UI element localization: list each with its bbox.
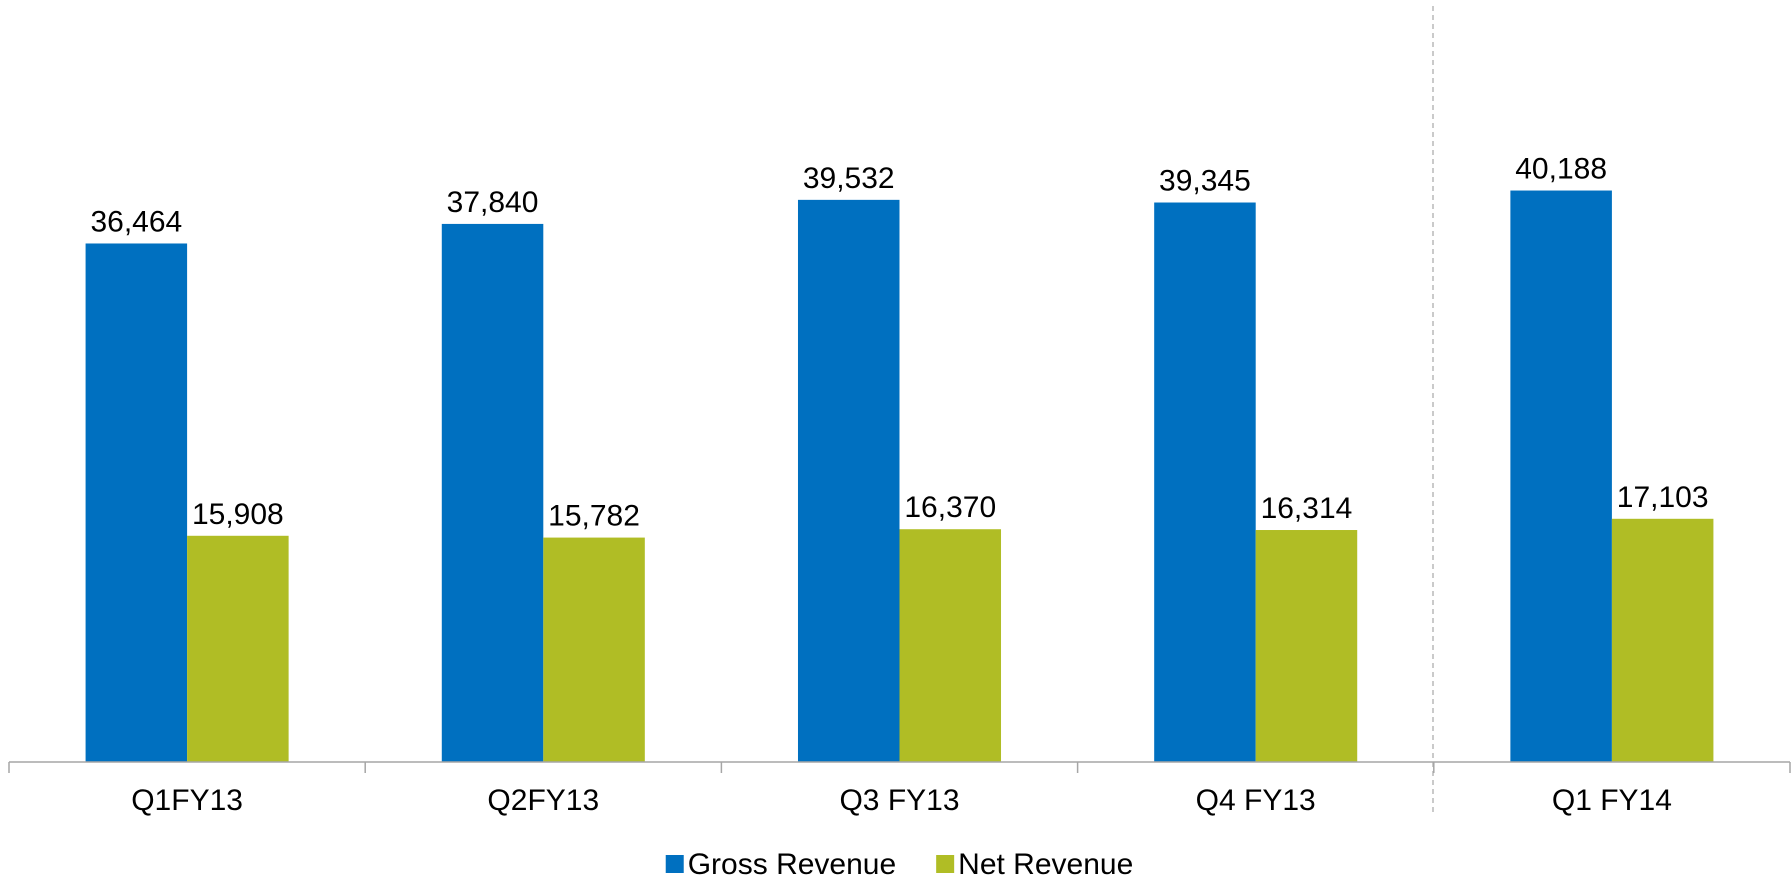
bar [543, 537, 645, 762]
bar [1611, 518, 1714, 762]
x-tick-label: Q1 FY14 [1552, 784, 1672, 817]
data-label: 17,103 [1617, 481, 1709, 514]
data-label: 39,532 [803, 162, 895, 195]
bar [797, 199, 900, 762]
legend-swatch [665, 855, 684, 873]
data-label: 37,840 [447, 186, 539, 219]
x-tick-label: Q1FY13 [131, 784, 243, 817]
data-label: 36,464 [90, 205, 182, 238]
legend-label: Net Revenue [958, 848, 1133, 881]
data-label: 16,314 [1261, 492, 1353, 525]
bar [85, 243, 188, 762]
x-tick-label: Q4 FY13 [1196, 784, 1316, 817]
legend-swatch [936, 855, 955, 873]
data-label: 15,908 [192, 498, 284, 531]
data-label: 15,782 [548, 500, 640, 533]
data-label: 16,370 [904, 491, 996, 524]
bar [899, 529, 1002, 762]
legend-label: Gross Revenue [688, 848, 896, 881]
x-tick-label: Q2FY13 [487, 784, 599, 817]
data-label: 39,345 [1159, 165, 1251, 198]
data-label: 40,188 [1515, 153, 1607, 186]
bar [441, 223, 544, 762]
bar [1154, 202, 1256, 762]
x-tick-label: Q3 FY13 [839, 784, 959, 817]
bar [187, 535, 289, 762]
bar [1510, 190, 1612, 763]
bar [1255, 530, 1358, 762]
